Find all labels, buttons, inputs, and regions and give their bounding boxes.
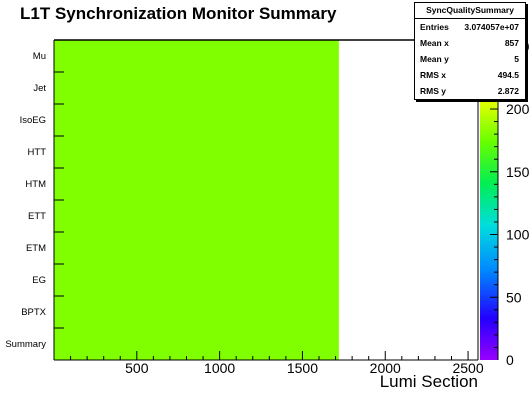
y-tick-label: HTM (25, 179, 46, 190)
stat-label: Mean x (420, 38, 449, 48)
colorbar-tick-label: 0 (506, 352, 514, 368)
stat-value: 3.074057e+07 (464, 22, 519, 32)
stat-label: RMS y (420, 86, 446, 96)
x-tick-label: 1500 (287, 360, 318, 376)
y-tick-label: IsoEG (20, 115, 46, 126)
stat-value: 494.5 (497, 70, 519, 80)
y-tick-label: BPTX (21, 307, 46, 318)
stat-label: RMS x (420, 70, 446, 80)
colorbar-tick-label: 150 (506, 164, 530, 180)
stat-row-mean-x: Mean x 857 (415, 35, 525, 51)
y-tick-label: Jet (33, 83, 46, 94)
x-tick-label: 2500 (452, 360, 483, 376)
y-tick-label: ETT (28, 211, 46, 222)
x-tick-label: 1000 (204, 360, 235, 376)
heatmap-cell (54, 40, 339, 360)
colorbar-tick-label: 100 (506, 227, 530, 243)
colorbar (480, 40, 498, 360)
stat-label: Entries (420, 22, 449, 32)
stat-row-mean-y: Mean y 5 (415, 51, 525, 67)
stat-row-rms-y: RMS y 2.872 (415, 83, 525, 99)
colorbar-tick-label: 200 (506, 101, 530, 117)
stats-box: SyncQualitySummary Entries 3.074057e+07 … (414, 2, 526, 100)
colorbar-tick-label: 50 (506, 289, 522, 305)
x-axis-label: Lumi Section (379, 372, 478, 391)
stat-value: 5 (514, 54, 519, 64)
y-tick-label: ETM (26, 243, 46, 254)
x-tick-label: 2000 (370, 360, 401, 376)
y-tick-label: Summary (5, 339, 46, 350)
stat-value: 857 (504, 38, 519, 48)
y-tick-label: HTT (28, 147, 47, 158)
stats-box-title: SyncQualitySummary (415, 3, 525, 19)
stat-label: Mean y (420, 54, 449, 64)
y-tick-label: EG (32, 275, 46, 286)
stat-row-rms-x: RMS x 494.5 (415, 67, 525, 83)
stat-row-entries: Entries 3.074057e+07 (415, 19, 525, 35)
x-tick-label: 500 (125, 360, 149, 376)
stat-value: 2.872 (497, 86, 519, 96)
y-tick-label: Mu (33, 51, 46, 62)
chart-title: L1T Synchronization Monitor Summary (20, 4, 337, 23)
